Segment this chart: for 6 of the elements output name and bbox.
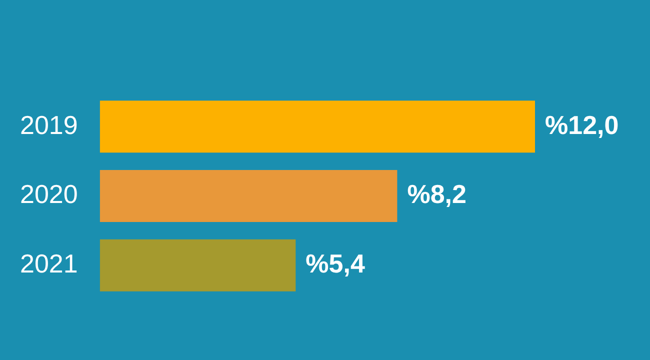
y-tick-label: 2019 xyxy=(20,110,78,140)
data-label: %5,4 xyxy=(306,248,366,279)
data-label: %8,2 xyxy=(407,179,466,210)
y-tick-label: 2021 xyxy=(20,248,78,279)
data-label: %12,0 xyxy=(545,110,619,140)
y-tick-label: 2020 xyxy=(20,179,78,210)
